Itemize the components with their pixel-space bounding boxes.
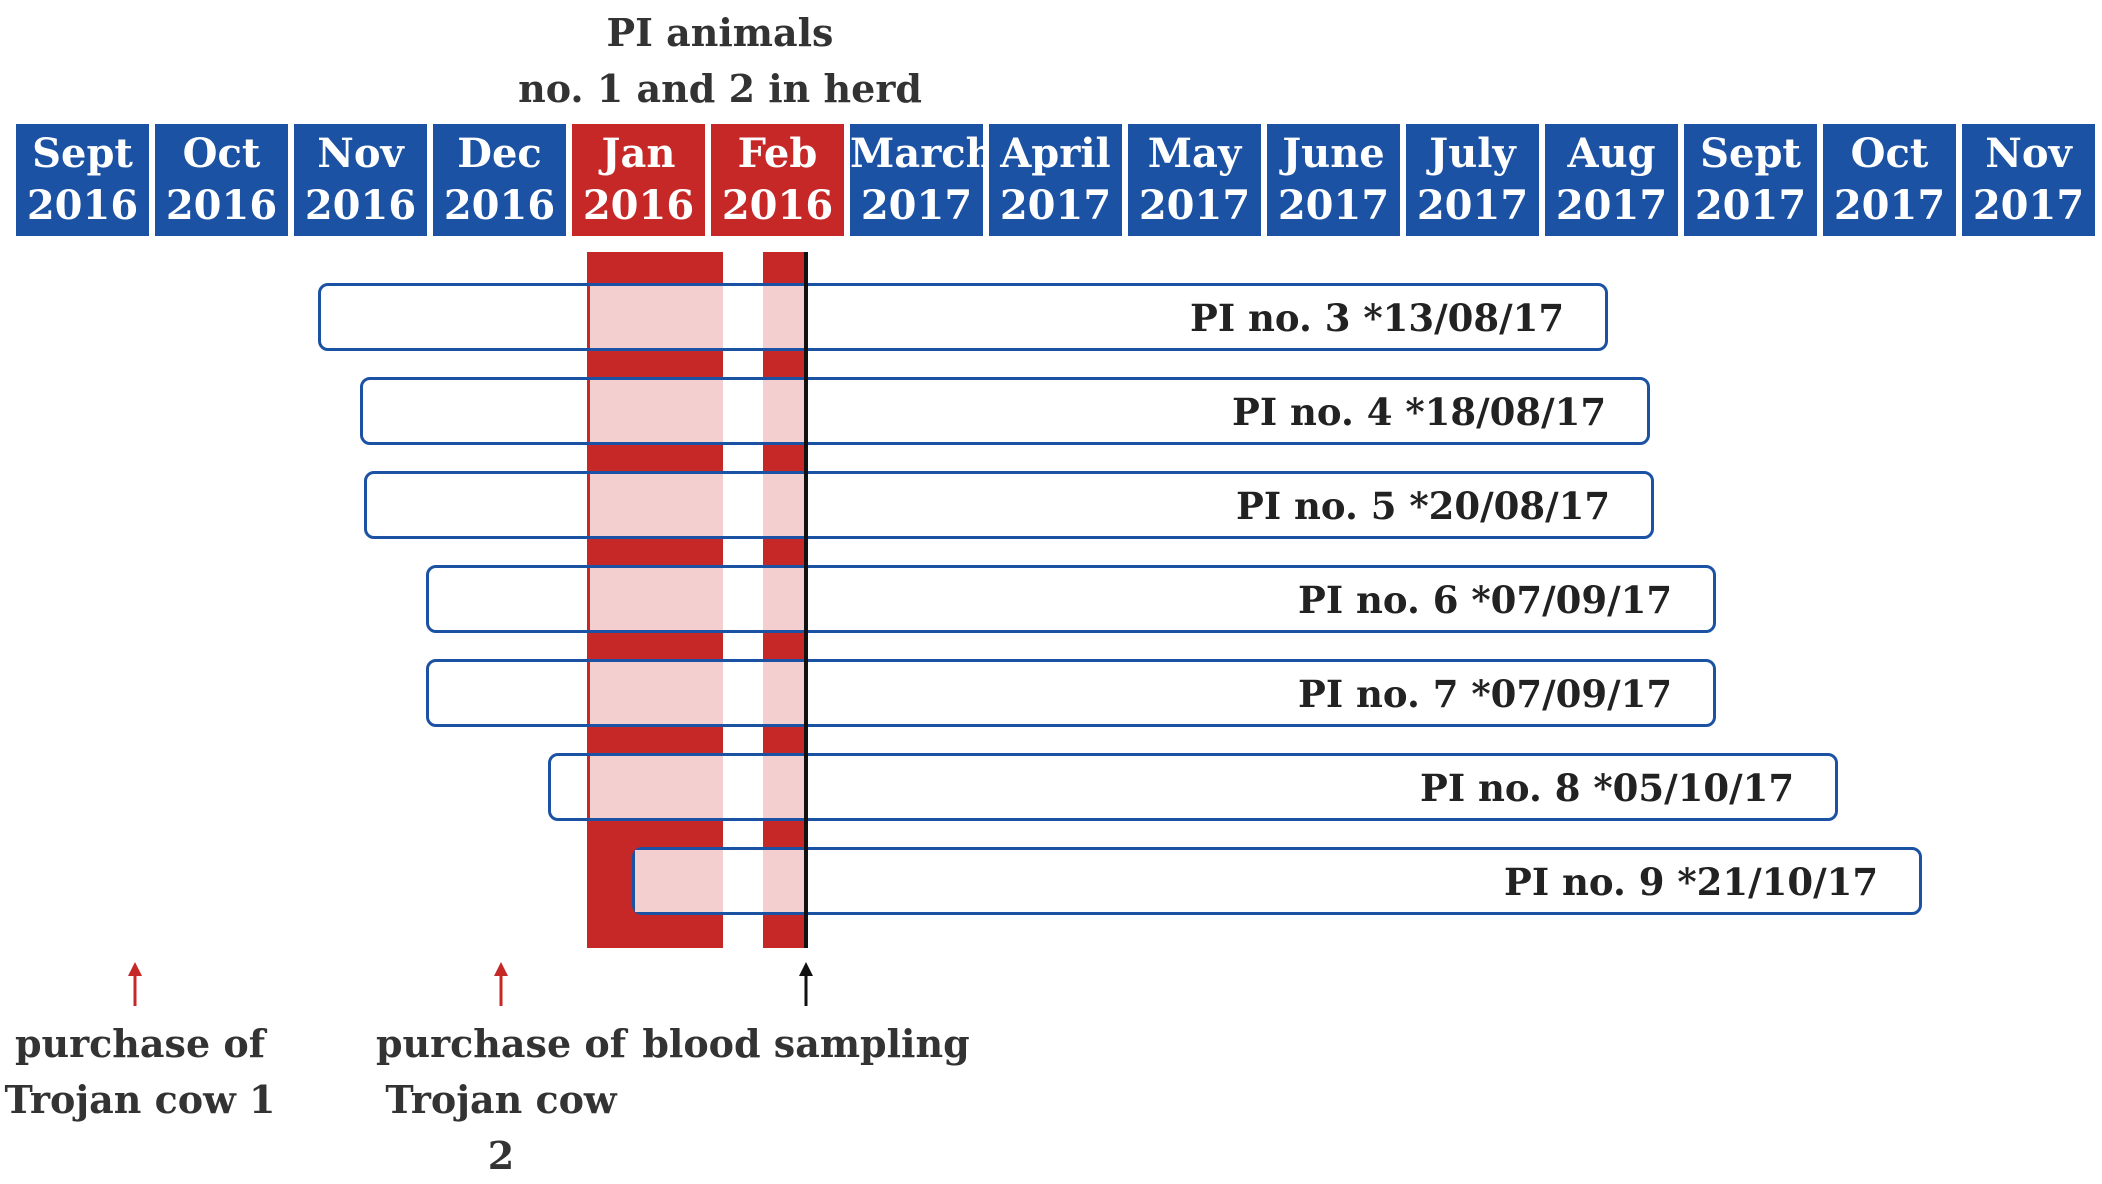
purchase2-line1: purchase of	[375, 1021, 627, 1066]
pi-label-4: PI no. 4 *18/08/17	[1232, 390, 1607, 434]
month-year: 2017	[1416, 182, 1529, 229]
month-year: 2016	[721, 182, 834, 229]
month-name: Jan	[601, 130, 676, 177]
month-cell: Oct 2016	[155, 124, 288, 236]
purchase2-arrow-icon	[494, 962, 508, 1006]
title-line-2: no. 1 and 2 in herd	[518, 66, 922, 111]
month-name: June	[1282, 130, 1385, 177]
month-cell-highlight: Feb 2016	[711, 124, 844, 236]
month-cell: July 2017	[1406, 124, 1539, 236]
month-year: 2017	[1972, 182, 2085, 229]
month-year: 2016	[165, 182, 278, 229]
month-cell: Sept 2017	[1684, 124, 1817, 236]
month-name: Feb	[737, 130, 818, 177]
month-year: 2017	[860, 182, 973, 229]
month-cell: May 2017	[1128, 124, 1261, 236]
month-name: Oct	[1850, 130, 1929, 177]
overlap-shade	[590, 756, 723, 818]
title-line-1: PI animals	[606, 10, 834, 55]
month-year: 2016	[26, 182, 139, 229]
overlap-shade	[763, 662, 804, 724]
pi-label-7: PI no. 7 *07/09/17	[1298, 672, 1673, 716]
month-cell: June 2017	[1267, 124, 1400, 236]
month-name: Aug	[1567, 130, 1656, 177]
pi-box-6	[426, 565, 1716, 633]
pi-box-9	[632, 847, 1922, 915]
overlap-shade	[763, 474, 804, 536]
purchase1-line1: purchase of	[14, 1021, 266, 1066]
month-cell: Aug 2017	[1545, 124, 1678, 236]
month-cell: Nov 2017	[1962, 124, 2095, 236]
pi-label-8: PI no. 8 *05/10/17	[1420, 766, 1795, 810]
month-year: 2016	[582, 182, 695, 229]
month-cell: Sept 2016	[16, 124, 149, 236]
pi-box-3	[318, 283, 1608, 351]
overlap-shade	[763, 380, 804, 442]
overlap-shade	[763, 286, 804, 348]
month-cell: March 2017	[850, 124, 995, 236]
pi-box-5	[364, 471, 1654, 539]
purchase2-label: purchase of Trojan cow 2	[366, 1016, 636, 1184]
sampling-label: blood sampling	[642, 1021, 970, 1066]
month-name: Nov	[317, 130, 404, 177]
month-cell: Oct 2017	[1823, 124, 1956, 236]
month-name: Sept	[1700, 130, 1801, 177]
overlap-shade	[590, 474, 723, 536]
month-name: Nov	[1985, 130, 2072, 177]
overlap-shade	[635, 850, 723, 912]
month-year: 2017	[999, 182, 1112, 229]
month-cell-highlight: Jan 2016	[572, 124, 705, 236]
month-year: 2017	[1833, 182, 1946, 229]
month-cell: Nov 2016	[294, 124, 427, 236]
month-name: July	[1429, 130, 1516, 177]
pi-label-5: PI no. 5 *20/08/17	[1236, 484, 1611, 528]
month-year: 2017	[1694, 182, 1807, 229]
pi-box-4	[360, 377, 1650, 445]
month-name: Sept	[32, 130, 133, 177]
month-name: Oct	[182, 130, 261, 177]
purchase2-line2: Trojan cow 2	[385, 1077, 617, 1178]
overlap-shade	[590, 286, 723, 348]
purchase1-line2: Trojan cow 1	[4, 1077, 276, 1122]
overlap-shade	[590, 380, 723, 442]
month-year: 2017	[1555, 182, 1668, 229]
month-cell: April 2017	[989, 124, 1122, 236]
overlap-shade	[590, 568, 723, 630]
purchase1-label: purchase of Trojan cow 1	[0, 1016, 280, 1128]
month-year: 2017	[1138, 182, 1251, 229]
blood-sampling-line	[804, 252, 808, 948]
overlap-shade	[763, 850, 804, 912]
month-year: 2016	[304, 182, 417, 229]
month-name: March	[850, 130, 995, 177]
month-name: May	[1147, 130, 1242, 177]
month-name: Dec	[457, 130, 542, 177]
pi-box-7	[426, 659, 1716, 727]
sampling-arrow-icon	[799, 962, 813, 1006]
purchase1-arrow-icon	[128, 962, 142, 1006]
month-name: April	[1000, 130, 1111, 177]
month-year: 2016	[443, 182, 556, 229]
month-cell: Dec 2016	[433, 124, 566, 236]
pi-label-9: PI no. 9 *21/10/17	[1504, 860, 1879, 904]
overlap-shade	[590, 662, 723, 724]
pi-box-8	[548, 753, 1838, 821]
month-year: 2017	[1277, 182, 1390, 229]
pi-label-6: PI no. 6 *07/09/17	[1298, 578, 1673, 622]
overlap-shade	[763, 568, 804, 630]
pi-label-3: PI no. 3 *13/08/17	[1190, 296, 1565, 340]
overlap-shade	[763, 756, 804, 818]
